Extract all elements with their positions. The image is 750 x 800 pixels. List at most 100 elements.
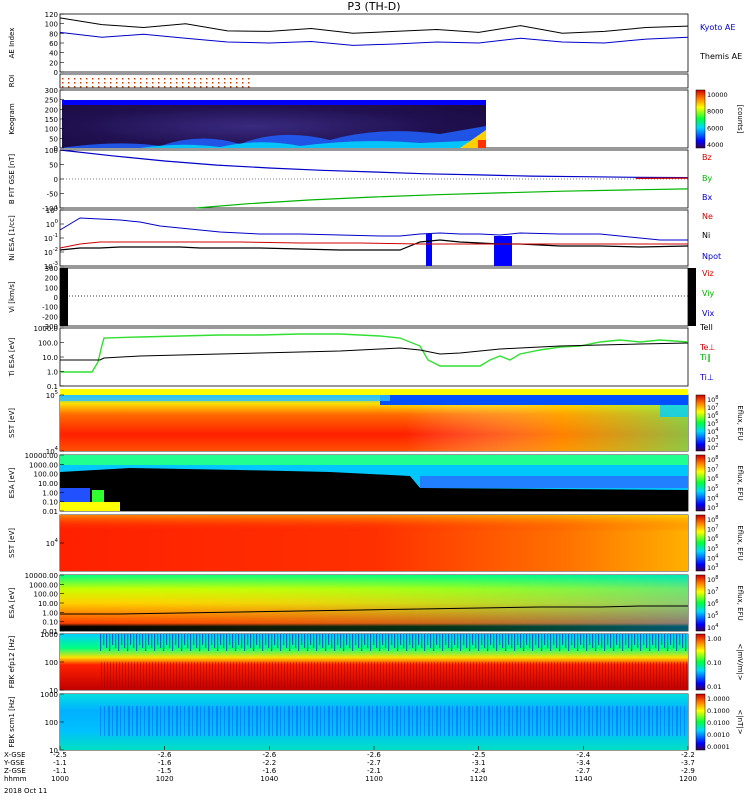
x-tick-value: -2.9 [681, 767, 695, 775]
temperature-panel: Tell Te⊥ Ti‖ Ti⊥ [60, 323, 715, 382]
ytick-temperature: 1000.0 [34, 325, 59, 333]
colorbar-tick-fbk_b: 0.1000 [707, 707, 730, 715]
ytick-esa_elec: 1000.00 [29, 581, 58, 589]
x-date-label: 2018 Oct 11 [4, 787, 47, 795]
x-row-label: Y-GSE [3, 759, 25, 767]
series-bx [59, 149, 689, 179]
series-themis-ae [59, 17, 689, 34]
ytick-esa_elec: 100.00 [34, 591, 59, 599]
ytick-ae: 60 [49, 40, 58, 48]
colorbar-tick-esa_ion: 103 [707, 503, 718, 512]
ytick-velocity: -200 [42, 313, 58, 321]
ytick-esa_ion: 1.00 [42, 489, 58, 497]
ytick-esa_elec: 1.00 [42, 609, 58, 617]
series-by [196, 188, 689, 209]
x-tick-value: -2.5 [53, 751, 67, 759]
x-tick-value: -1.1 [53, 767, 67, 775]
x-tick-value: -2.6 [367, 751, 381, 759]
colorbar-tick-esa_elec: 104 [707, 623, 718, 632]
quality-strip [60, 389, 688, 395]
colorbar-tick-keogram: 6000 [707, 124, 724, 132]
colorbar-tick-sst_elec: 103 [707, 563, 718, 572]
colorbar-label-sst_elec: Eflux, EFU [736, 525, 744, 560]
ytick-esa_elec: 10000.00 [25, 572, 58, 580]
ytick-ae: 100 [45, 21, 58, 29]
ytick-density: 10-3 [44, 261, 58, 271]
x-tick-value: -1.1 [53, 759, 67, 767]
ylabel-ae: AE Index [8, 28, 16, 59]
ytick-ae: 40 [49, 50, 58, 58]
ylabel-esa_ion: ESA [eV] [8, 467, 16, 498]
legend-by: By [702, 174, 712, 183]
colorbar-tick-sst_ion: 104 [707, 427, 718, 436]
ytick-esa_ion: 100.00 [34, 471, 59, 479]
x-tick-value: -2.4 [472, 767, 486, 775]
ylabel-density: Ni ESA [1/cc] [8, 215, 16, 261]
y-axes: AE Index020406080100120ROIKeogram0501001… [8, 11, 64, 755]
ylabel-fbk_b: FBK scm1 [Hz] [8, 696, 16, 747]
colorbar-tick-keogram: 4000 [707, 141, 724, 149]
roi-panel [62, 78, 250, 88]
legend-viz: Viz [702, 269, 714, 278]
colorbar-label-esa_ion: Eflux, EFU [736, 465, 744, 500]
esa-elec-panel [60, 574, 706, 632]
colorbar-label-fbk_b: <|nT|> [736, 709, 744, 734]
ytick-sst_ion: 104 [46, 446, 59, 456]
x-tick-value: 1200 [679, 775, 697, 783]
plot-title: P3 (TH-D) [347, 0, 400, 13]
velocity-panel: Viz Viy Vix [60, 268, 715, 326]
colorbar-tick-fbk_b: 1.0000 [707, 695, 730, 703]
ylabel-roi: ROI [8, 75, 16, 87]
ylabel-esa_elec: ESA [eV] [8, 587, 16, 618]
colorbar-label-keogram: [counts] [736, 105, 744, 134]
colorbar-tick-fbk_b: 0.0001 [707, 743, 730, 751]
colorbar-tick-fbk_e: 1.00 [707, 635, 721, 643]
series-kyoto-ae [59, 31, 689, 46]
bfield-panel: Bz By Bx [59, 149, 712, 209]
ytick-velocity: 300 [45, 265, 58, 273]
ytick-fbk_b: 1000 [40, 691, 58, 699]
colorbar-label-fbk_e: <|mV/m|> [736, 643, 744, 680]
ytick-density: 101 [46, 205, 58, 215]
ylabel-keogram: Keogram [8, 103, 16, 134]
colorbar-tick-sst_ion: 108 [707, 395, 718, 404]
sst-elec-panel [60, 514, 706, 572]
colorbar-tick-fbk_b: 0.0010 [707, 731, 730, 739]
x-tick-value: -2.2 [681, 751, 695, 759]
x-tick-value: -2.6 [262, 751, 276, 759]
colorbar-tick-esa_ion: 107 [707, 465, 718, 474]
x-tick-value: -3.4 [576, 759, 590, 767]
ytick-keogram: 50 [49, 135, 58, 143]
ytick-sst_ion: 105 [46, 390, 58, 400]
colorbar-tick-sst_ion: 106 [707, 411, 718, 420]
colorbar-tick-keogram: 10000 [707, 91, 728, 99]
colorbar-label-esa_elec: Eflux, EFU [736, 585, 744, 620]
ytick-esa_elec: 10.00 [38, 600, 58, 608]
ytick-velocity: 100 [45, 284, 58, 292]
ytick-temperature: 10.0 [42, 354, 58, 362]
x-tick-value: -2.5 [472, 751, 486, 759]
colorbar-tick-sst_elec: 104 [707, 553, 718, 562]
x-tick-value: 1140 [574, 775, 592, 783]
density-panel: Ne Ni Npot [59, 212, 721, 266]
colorbar-tick-sst_elec: 107 [707, 525, 718, 534]
ytick-temperature: 100.0 [38, 340, 58, 348]
ylabel-velocity: Vi [km/s] [8, 281, 16, 312]
ylabel-bfield: B FIT GSE [nT] [8, 154, 16, 205]
colorbar-tick-sst_ion: 103 [707, 435, 718, 444]
legend-kyoto-ae: Kyoto AE [700, 23, 735, 32]
panel-frame-roi [59, 73, 689, 89]
ytick-esa_ion: 1000.00 [29, 461, 58, 469]
panel-frame-density [59, 209, 689, 267]
ytick-density: 10-2 [44, 247, 58, 257]
ae-panel: Kyoto AE Themis AE [59, 17, 742, 61]
ylabel-temperature: Ti ESA [eV] [8, 337, 16, 377]
legend-npot: Npot [702, 252, 721, 261]
ytick-bfield: 0 [54, 176, 58, 184]
ytick-ae: 80 [49, 30, 58, 38]
x-tick-value: -2.7 [576, 767, 590, 775]
ytick-fbk_e: 100 [45, 659, 58, 667]
ytick-ae: 20 [49, 59, 58, 67]
